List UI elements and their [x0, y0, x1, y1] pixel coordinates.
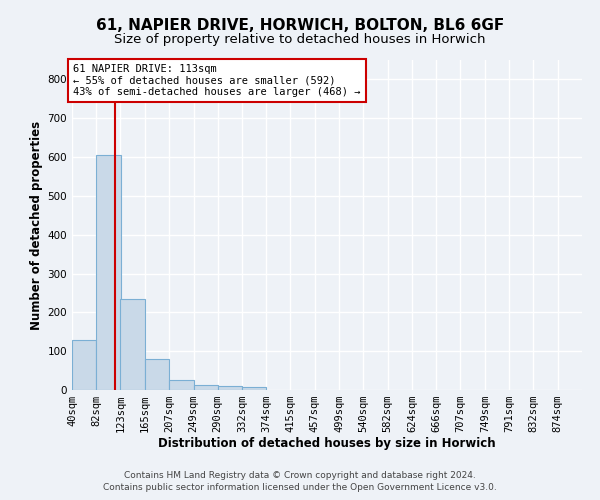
Y-axis label: Number of detached properties: Number of detached properties [31, 120, 43, 330]
Text: 61, NAPIER DRIVE, HORWICH, BOLTON, BL6 6GF: 61, NAPIER DRIVE, HORWICH, BOLTON, BL6 6… [96, 18, 504, 32]
Text: Size of property relative to detached houses in Horwich: Size of property relative to detached ho… [114, 32, 486, 46]
Bar [72, 340, 97, 390]
Bar [194, 386, 218, 390]
Bar [145, 359, 169, 390]
Text: 61 NAPIER DRIVE: 113sqm
← 55% of detached houses are smaller (592)
43% of semi-d: 61 NAPIER DRIVE: 113sqm ← 55% of detache… [73, 64, 361, 97]
Bar [218, 386, 242, 390]
Bar [121, 299, 145, 390]
Text: Contains HM Land Registry data © Crown copyright and database right 2024.
Contai: Contains HM Land Registry data © Crown c… [103, 471, 497, 492]
X-axis label: Distribution of detached houses by size in Horwich: Distribution of detached houses by size … [158, 436, 496, 450]
Bar [242, 387, 266, 390]
Bar [169, 380, 194, 390]
Bar [97, 155, 121, 390]
